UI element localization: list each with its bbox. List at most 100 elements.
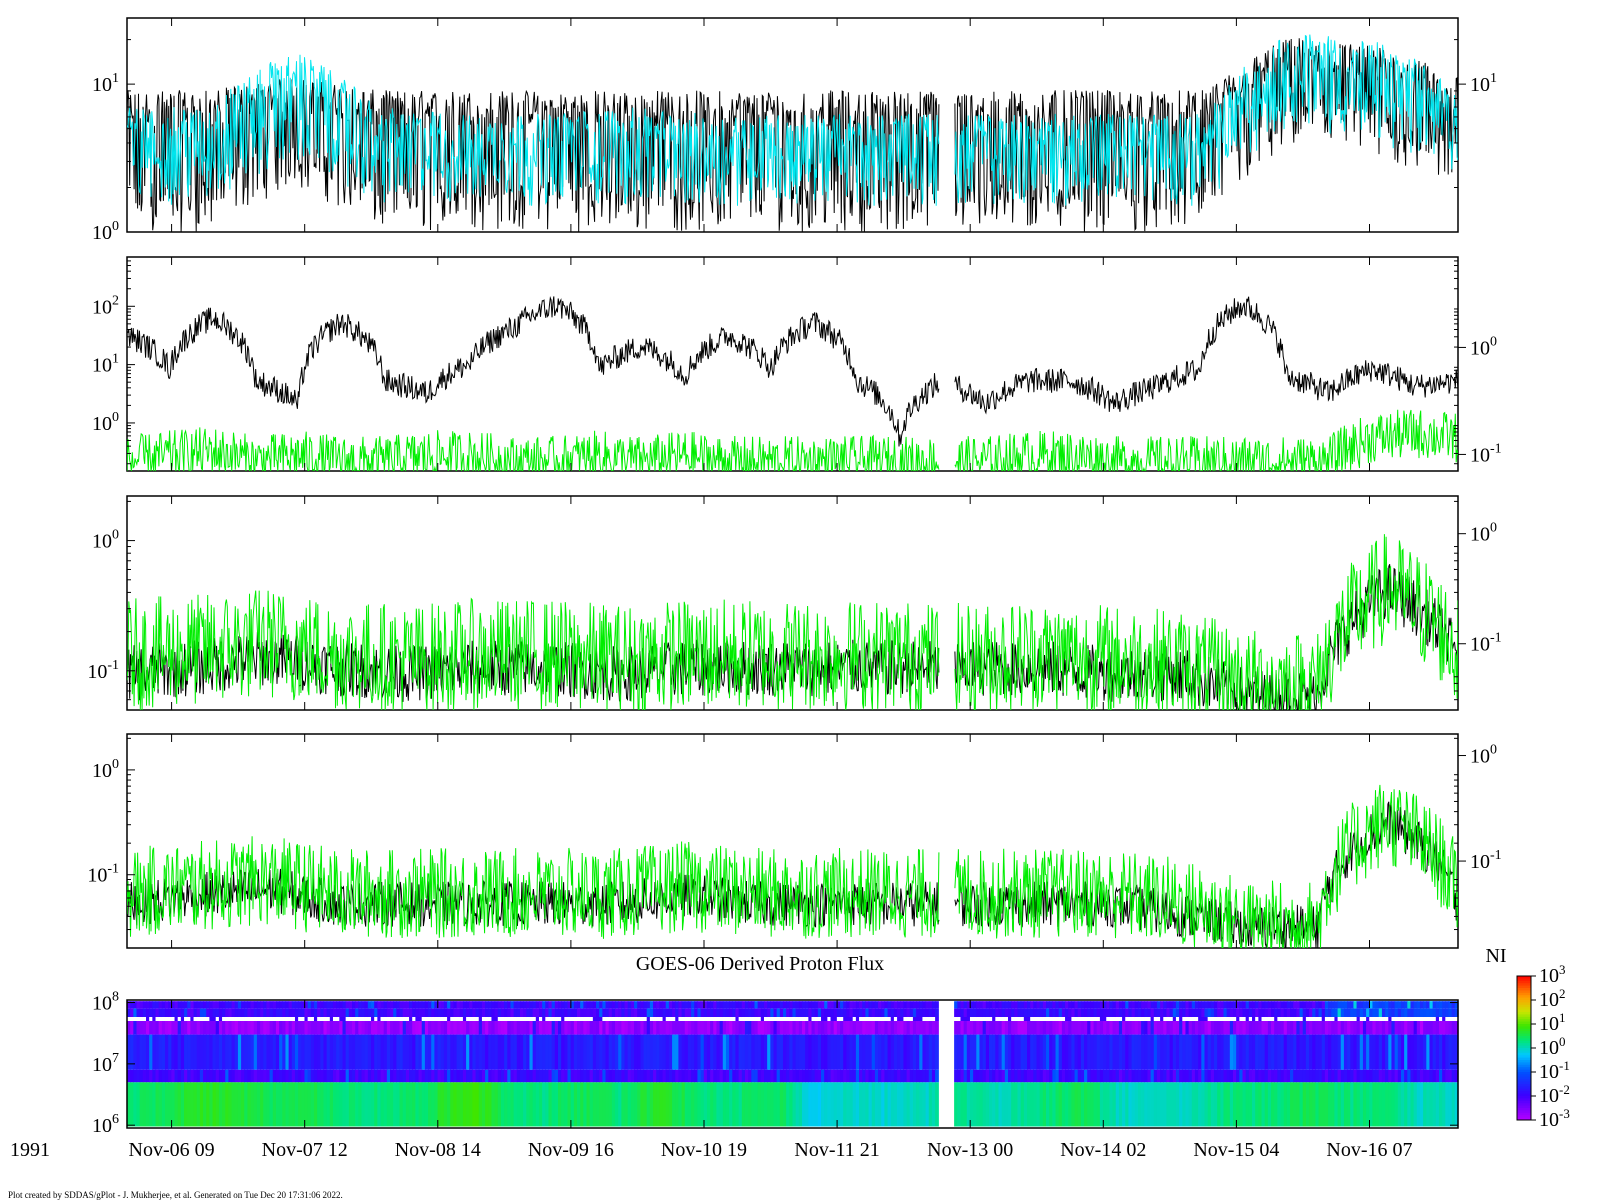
heatmap-cell [1049, 1021, 1053, 1035]
heatmap-cell [1283, 1034, 1288, 1070]
heatmap-cell [1331, 1082, 1336, 1127]
heatmap-cell [871, 1034, 876, 1070]
heatmap-cell [260, 1017, 264, 1021]
heatmap-cell [545, 1017, 550, 1021]
heatmap-cell [332, 1008, 337, 1018]
heatmap-cell [437, 1017, 442, 1021]
heatmap-cell [542, 1082, 546, 1127]
heatmap-cell [821, 1001, 825, 1009]
heatmap-cell [957, 1082, 962, 1127]
heatmap-cell [618, 1017, 622, 1021]
heatmap-cell [336, 1001, 340, 1009]
heatmap-cell [763, 1008, 768, 1018]
heatmap-cell [691, 1008, 695, 1018]
heatmap-cell [748, 1008, 752, 1018]
heatmap-cell [339, 1001, 344, 1009]
heatmap-cell [1378, 1017, 1383, 1021]
heatmap-cell [1131, 1069, 1136, 1083]
heatmap-cell [488, 1082, 493, 1127]
heatmap-cell [760, 1008, 765, 1018]
heatmap-cell [760, 1082, 765, 1127]
heatmap-cell [513, 1069, 518, 1083]
heatmap-cell [640, 1017, 645, 1021]
heatmap-cell [995, 1017, 1000, 1021]
heatmap-cell [608, 1001, 613, 1009]
heatmap-cell [922, 1008, 927, 1018]
heatmap-cell [681, 1017, 686, 1021]
heatmap-cell [513, 1082, 518, 1127]
heatmap-cell [1099, 1021, 1104, 1035]
heatmap-cell [634, 1034, 638, 1070]
heatmap-cell [244, 1021, 249, 1035]
heatmap-cell [719, 1069, 724, 1083]
heatmap-cell [957, 1021, 962, 1035]
heatmap-cell [272, 1021, 277, 1035]
heatmap-cell [656, 1082, 660, 1127]
heatmap-cell [605, 1082, 610, 1127]
heatmap-cell [418, 1008, 423, 1018]
heatmap-cell [1423, 1082, 1427, 1127]
heatmap-cell [821, 1008, 825, 1018]
heatmap-cell [241, 1082, 245, 1127]
heatmap-cell [840, 1069, 844, 1083]
heatmap-cell [1115, 1069, 1120, 1083]
heatmap-cell [725, 1017, 730, 1021]
heatmap-cell [881, 1069, 885, 1083]
heatmap-cell [1065, 1021, 1069, 1035]
heatmap-cell [567, 1082, 572, 1127]
heatmap-cell [377, 1008, 382, 1018]
heatmap-cell [1080, 1001, 1085, 1009]
heatmap-cell [1112, 1008, 1117, 1018]
heatmap-cell [1245, 1017, 1250, 1021]
heatmap-cell [1305, 1069, 1310, 1083]
heatmap-cell [887, 1034, 892, 1070]
heatmap-cell [310, 1082, 315, 1127]
colorbar-cell [1517, 1072, 1531, 1075]
heatmap-cell [681, 1001, 686, 1009]
heatmap-cell [1435, 1069, 1440, 1083]
heatmap-cell [1252, 1082, 1256, 1127]
heatmap-cell [808, 1008, 813, 1018]
heatmap-cell [1426, 1017, 1431, 1021]
heatmap-cell [247, 1034, 252, 1070]
heatmap-cell [1134, 1082, 1139, 1127]
heatmap-cell [1264, 1069, 1269, 1083]
heatmap-cell [253, 1069, 258, 1083]
heatmap-cell [171, 1021, 176, 1035]
heatmap-cell [481, 1001, 486, 1009]
heatmap-cell [1340, 1021, 1345, 1035]
heatmap-cell [1191, 1034, 1196, 1070]
heatmap-cell [855, 1069, 860, 1083]
heatmap-cell [1087, 1082, 1091, 1127]
colorbar-cell [1517, 983, 1531, 987]
heatmap-cell [697, 1069, 702, 1083]
heatmap-cell [1147, 1001, 1152, 1009]
heatmap-cell [1375, 1082, 1380, 1127]
heatmap-cell [1312, 1069, 1316, 1083]
heatmap-cell [1400, 1008, 1405, 1018]
heatmap-cell [1264, 1001, 1269, 1009]
heatmap-cell [1394, 1008, 1399, 1018]
heatmap-cell [339, 1082, 344, 1127]
heatmap-cell [1353, 1082, 1358, 1127]
heatmap-cell [421, 1082, 426, 1127]
heatmap-cell [1385, 1021, 1389, 1035]
heatmap-cell [472, 1082, 477, 1127]
heatmap-cell [1049, 1017, 1053, 1021]
heatmap-cell [402, 1069, 407, 1083]
heatmap-cell [374, 1017, 378, 1021]
heatmap-cell [1033, 1069, 1038, 1083]
heatmap-cell [767, 1034, 771, 1070]
heatmap-cell [488, 1034, 493, 1070]
heatmap-cell [611, 1069, 616, 1083]
heatmap-cell [1296, 1021, 1301, 1035]
colorbar-cell [1517, 1038, 1531, 1042]
heatmap-cell [763, 1082, 768, 1127]
heatmap-cell [1118, 1017, 1123, 1021]
heatmap-cell [656, 1069, 660, 1083]
heatmap-cell [494, 1008, 499, 1018]
heatmap-cell [1302, 1069, 1307, 1083]
heatmap-cell [1068, 1082, 1072, 1127]
heatmap-cell [209, 1021, 214, 1035]
